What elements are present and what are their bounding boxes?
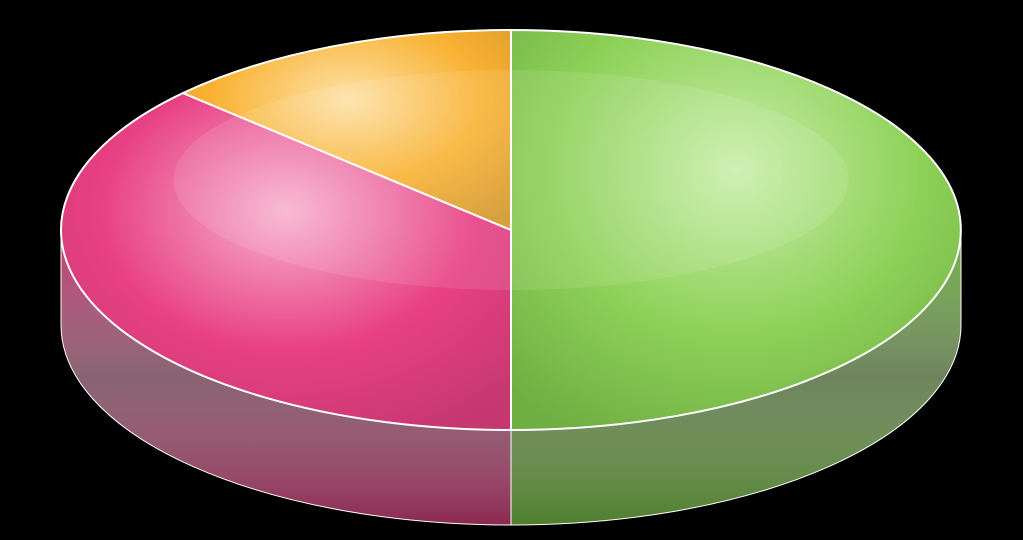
pie-chart-3d bbox=[0, 0, 1023, 540]
pie-sheen bbox=[174, 70, 849, 290]
